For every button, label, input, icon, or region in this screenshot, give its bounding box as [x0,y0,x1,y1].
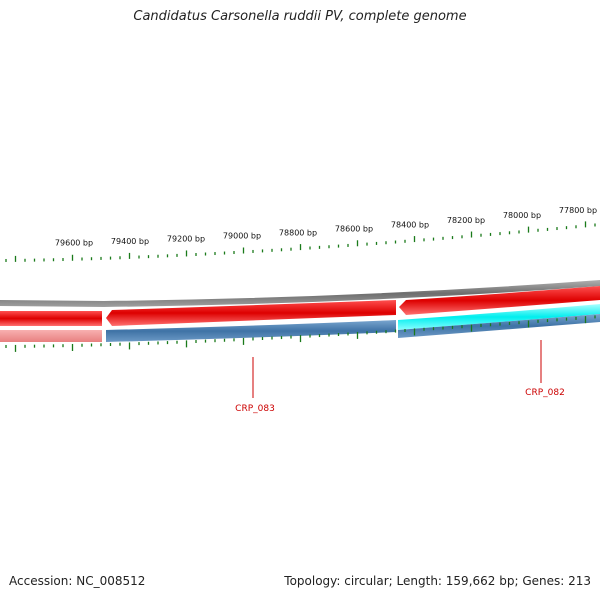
scale-label: 78600 bp [335,225,373,234]
gene-crp-083-reverse[interactable] [0,330,102,342]
scale-label: 78000 bp [503,211,541,220]
gene-crp-082-forward[interactable] [106,300,396,326]
scale-label: 78200 bp [447,216,485,225]
gene-label-crp-082[interactable]: CRP_082 [525,388,565,398]
scale-label: 78400 bp [391,220,429,229]
scale-label: 79400 bp [111,237,149,246]
gene-crp-083-reverse-blue[interactable] [106,320,396,342]
gene-crp-082-reverse-cyan[interactable] [398,304,600,330]
inner-scale-ticks [5,315,596,352]
map-title: Candidatus Carsonella ruddii PV, complet… [133,9,467,24]
gene-label-crp-083[interactable]: CRP_083 [235,404,275,414]
scale-label: 79000 bp [223,232,261,241]
gene-crp-083-forward[interactable] [0,311,102,326]
backbone-ring [0,280,600,307]
gene-crp-081-forward[interactable] [399,286,600,315]
scale-label: 77800 bp [559,206,597,215]
outer-scale-ticks [5,221,596,262]
scale-label: 79600 bp [55,239,93,248]
accession-label: Accession: NC_008512 [9,574,146,588]
gene-crp-082-reverse-blue[interactable] [398,314,600,338]
scale-labels: 79600 bp 79400 bp 79200 bp 79000 bp 78800 bp… [55,206,597,248]
scale-label: 78800 bp [279,228,317,237]
scale-label: 79200 bp [167,234,205,243]
genome-summary: Topology: circular; Length: 159,662 bp; … [284,574,591,588]
